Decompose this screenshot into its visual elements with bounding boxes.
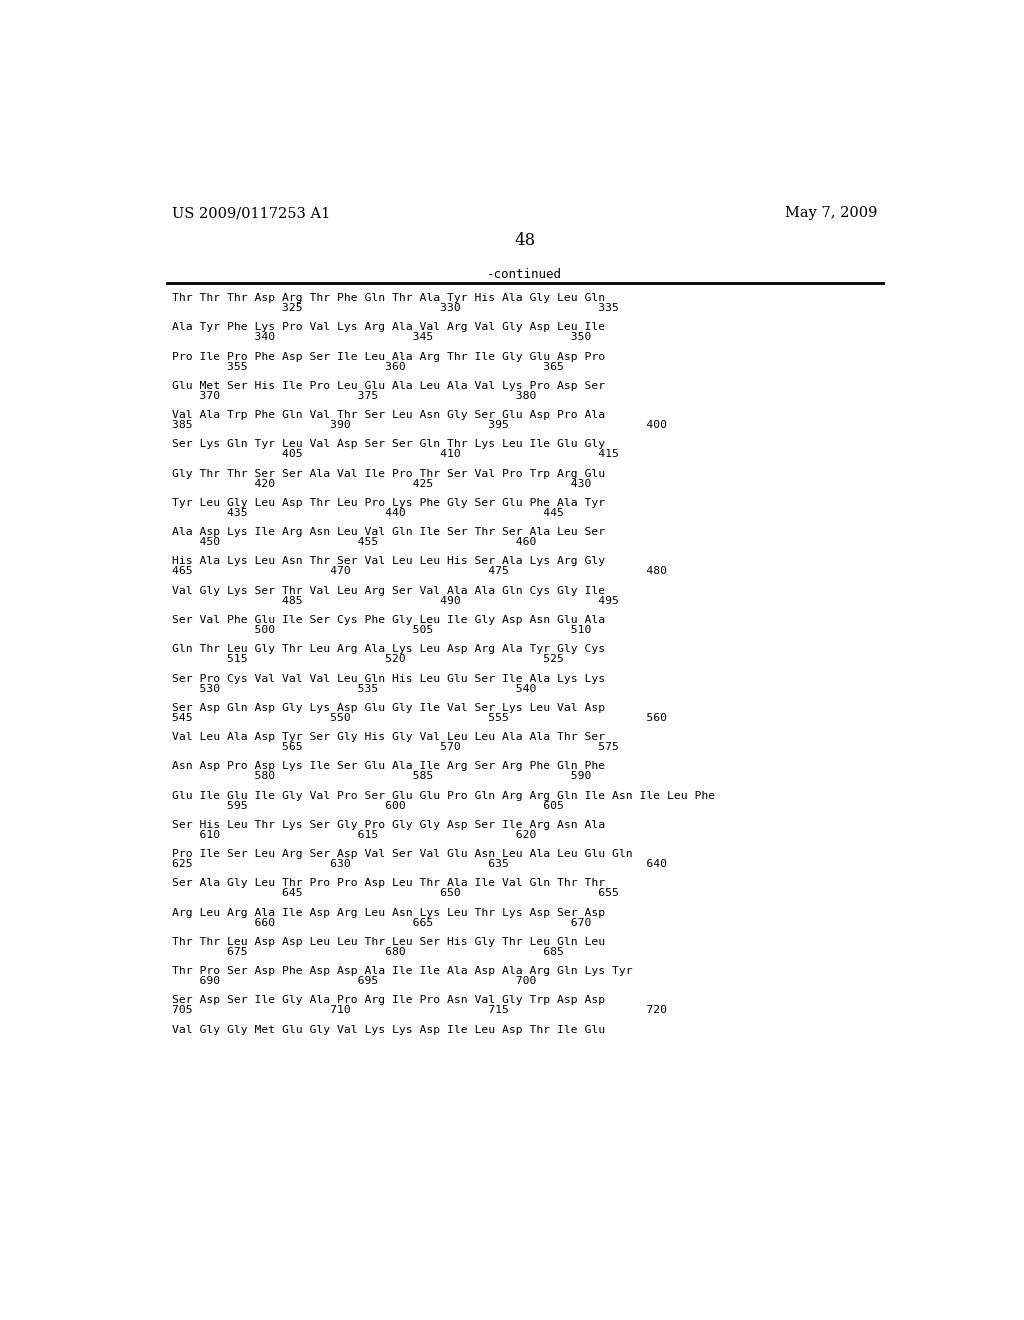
Text: Val Leu Ala Asp Tyr Ser Gly His Gly Val Leu Leu Ala Ala Thr Ser: Val Leu Ala Asp Tyr Ser Gly His Gly Val … bbox=[172, 733, 605, 742]
Text: 435                    440                    445: 435 440 445 bbox=[172, 508, 564, 517]
Text: Ala Asp Lys Ile Arg Asn Leu Val Gln Ile Ser Thr Ser Ala Leu Ser: Ala Asp Lys Ile Arg Asn Leu Val Gln Ile … bbox=[172, 527, 605, 537]
Text: 515                    520                    525: 515 520 525 bbox=[172, 655, 564, 664]
Text: Pro Ile Ser Leu Arg Ser Asp Val Ser Val Glu Asn Leu Ala Leu Glu Gln: Pro Ile Ser Leu Arg Ser Asp Val Ser Val … bbox=[172, 849, 633, 859]
Text: 405                    410                    415: 405 410 415 bbox=[172, 449, 620, 459]
Text: 325                    330                    335: 325 330 335 bbox=[172, 304, 620, 313]
Text: Ser Val Phe Glu Ile Ser Cys Phe Gly Leu Ile Gly Asp Asn Glu Ala: Ser Val Phe Glu Ile Ser Cys Phe Gly Leu … bbox=[172, 615, 605, 624]
Text: Thr Thr Thr Asp Arg Thr Phe Gln Thr Ala Tyr His Ala Gly Leu Gln: Thr Thr Thr Asp Arg Thr Phe Gln Thr Ala … bbox=[172, 293, 605, 304]
Text: Tyr Leu Gly Leu Asp Thr Leu Pro Lys Phe Gly Ser Glu Phe Ala Tyr: Tyr Leu Gly Leu Asp Thr Leu Pro Lys Phe … bbox=[172, 498, 605, 508]
Text: 610                    615                    620: 610 615 620 bbox=[172, 830, 537, 840]
Text: 645                    650                    655: 645 650 655 bbox=[172, 888, 620, 899]
Text: Val Ala Trp Phe Gln Val Thr Ser Leu Asn Gly Ser Glu Asp Pro Ala: Val Ala Trp Phe Gln Val Thr Ser Leu Asn … bbox=[172, 411, 605, 420]
Text: -continued: -continued bbox=[487, 268, 562, 281]
Text: Ser Lys Gln Tyr Leu Val Asp Ser Ser Gln Thr Lys Leu Ile Glu Gly: Ser Lys Gln Tyr Leu Val Asp Ser Ser Gln … bbox=[172, 440, 605, 449]
Text: Gly Thr Thr Ser Ser Ala Val Ile Pro Thr Ser Val Pro Trp Arg Glu: Gly Thr Thr Ser Ser Ala Val Ile Pro Thr … bbox=[172, 469, 605, 479]
Text: 485                    490                    495: 485 490 495 bbox=[172, 595, 620, 606]
Text: Ser Asp Gln Asp Gly Lys Asp Glu Gly Ile Val Ser Lys Leu Val Asp: Ser Asp Gln Asp Gly Lys Asp Glu Gly Ile … bbox=[172, 702, 605, 713]
Text: Val Gly Gly Met Glu Gly Val Lys Lys Asp Ile Leu Asp Thr Ile Glu: Val Gly Gly Met Glu Gly Val Lys Lys Asp … bbox=[172, 1024, 605, 1035]
Text: His Ala Lys Leu Asn Thr Ser Val Leu Leu His Ser Ala Lys Arg Gly: His Ala Lys Leu Asn Thr Ser Val Leu Leu … bbox=[172, 557, 605, 566]
Text: Gln Thr Leu Gly Thr Leu Arg Ala Lys Leu Asp Arg Ala Tyr Gly Cys: Gln Thr Leu Gly Thr Leu Arg Ala Lys Leu … bbox=[172, 644, 605, 655]
Text: 690                    695                    700: 690 695 700 bbox=[172, 977, 537, 986]
Text: 340                    345                    350: 340 345 350 bbox=[172, 333, 592, 342]
Text: Ser Asp Ser Ile Gly Ala Pro Arg Ile Pro Asn Val Gly Trp Asp Asp: Ser Asp Ser Ile Gly Ala Pro Arg Ile Pro … bbox=[172, 995, 605, 1006]
Text: Ala Tyr Phe Lys Pro Val Lys Arg Ala Val Arg Val Gly Asp Leu Ile: Ala Tyr Phe Lys Pro Val Lys Arg Ala Val … bbox=[172, 322, 605, 333]
Text: 450                    455                    460: 450 455 460 bbox=[172, 537, 537, 548]
Text: 580                    585                    590: 580 585 590 bbox=[172, 771, 592, 781]
Text: 595                    600                    605: 595 600 605 bbox=[172, 800, 564, 810]
Text: Asn Asp Pro Asp Lys Ile Ser Glu Ala Ile Arg Ser Arg Phe Gln Phe: Asn Asp Pro Asp Lys Ile Ser Glu Ala Ile … bbox=[172, 762, 605, 771]
Text: 565                    570                    575: 565 570 575 bbox=[172, 742, 620, 752]
Text: 420                    425                    430: 420 425 430 bbox=[172, 479, 592, 488]
Text: 530                    535                    540: 530 535 540 bbox=[172, 684, 537, 693]
Text: 465                    470                    475                    480: 465 470 475 480 bbox=[172, 566, 668, 577]
Text: 625                    630                    635                    640: 625 630 635 640 bbox=[172, 859, 668, 869]
Text: Pro Ile Pro Phe Asp Ser Ile Leu Ala Arg Thr Ile Gly Glu Asp Pro: Pro Ile Pro Phe Asp Ser Ile Leu Ala Arg … bbox=[172, 351, 605, 362]
Text: US 2009/0117253 A1: US 2009/0117253 A1 bbox=[172, 206, 331, 220]
Text: Ser His Leu Thr Lys Ser Gly Pro Gly Gly Asp Ser Ile Arg Asn Ala: Ser His Leu Thr Lys Ser Gly Pro Gly Gly … bbox=[172, 820, 605, 830]
Text: 675                    680                    685: 675 680 685 bbox=[172, 946, 564, 957]
Text: Val Gly Lys Ser Thr Val Leu Arg Ser Val Ala Ala Gln Cys Gly Ile: Val Gly Lys Ser Thr Val Leu Arg Ser Val … bbox=[172, 586, 605, 595]
Text: Thr Pro Ser Asp Phe Asp Asp Ala Ile Ile Ala Asp Ala Arg Gln Lys Tyr: Thr Pro Ser Asp Phe Asp Asp Ala Ile Ile … bbox=[172, 966, 633, 975]
Text: 705                    710                    715                    720: 705 710 715 720 bbox=[172, 1006, 668, 1015]
Text: 545                    550                    555                    560: 545 550 555 560 bbox=[172, 713, 668, 723]
Text: May 7, 2009: May 7, 2009 bbox=[785, 206, 878, 220]
Text: Ser Ala Gly Leu Thr Pro Pro Asp Leu Thr Ala Ile Val Gln Thr Thr: Ser Ala Gly Leu Thr Pro Pro Asp Leu Thr … bbox=[172, 878, 605, 888]
Text: Ser Pro Cys Val Val Val Leu Gln His Leu Glu Ser Ile Ala Lys Lys: Ser Pro Cys Val Val Val Leu Gln His Leu … bbox=[172, 673, 605, 684]
Text: Arg Leu Arg Ala Ile Asp Arg Leu Asn Lys Leu Thr Lys Asp Ser Asp: Arg Leu Arg Ala Ile Asp Arg Leu Asn Lys … bbox=[172, 908, 605, 917]
Text: 500                    505                    510: 500 505 510 bbox=[172, 626, 592, 635]
Text: 48: 48 bbox=[514, 231, 536, 248]
Text: Glu Ile Glu Ile Gly Val Pro Ser Glu Glu Pro Gln Arg Arg Gln Ile Asn Ile Leu Phe: Glu Ile Glu Ile Gly Val Pro Ser Glu Glu … bbox=[172, 791, 716, 800]
Text: 370                    375                    380: 370 375 380 bbox=[172, 391, 537, 401]
Text: 385                    390                    395                    400: 385 390 395 400 bbox=[172, 420, 668, 430]
Text: Thr Thr Leu Asp Asp Leu Leu Thr Leu Ser His Gly Thr Leu Gln Leu: Thr Thr Leu Asp Asp Leu Leu Thr Leu Ser … bbox=[172, 937, 605, 946]
Text: Glu Met Ser His Ile Pro Leu Glu Ala Leu Ala Val Lys Pro Asp Ser: Glu Met Ser His Ile Pro Leu Glu Ala Leu … bbox=[172, 381, 605, 391]
Text: 660                    665                    670: 660 665 670 bbox=[172, 917, 592, 928]
Text: 355                    360                    365: 355 360 365 bbox=[172, 362, 564, 372]
